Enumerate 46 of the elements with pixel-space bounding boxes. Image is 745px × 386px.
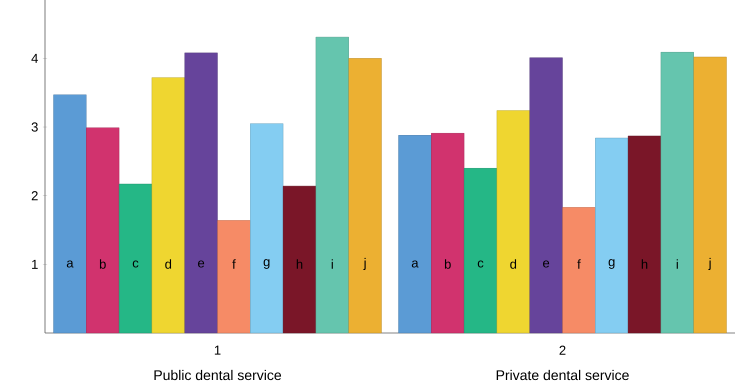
bar [118, 184, 152, 334]
bar [282, 186, 316, 334]
y-tick-label: 1 [32, 260, 38, 269]
text: g [608, 259, 614, 269]
bar [86, 128, 120, 334]
text: f [577, 259, 581, 269]
text: h [642, 259, 648, 269]
bar [431, 133, 464, 334]
series-label: i [332, 259, 333, 269]
bar [595, 138, 628, 334]
text: Public dental service [154, 370, 282, 380]
text: c [132, 260, 138, 268]
bar [217, 220, 250, 334]
series-label: g [264, 259, 270, 269]
series-label: b [100, 259, 106, 269]
bar [562, 207, 596, 334]
text: d [510, 259, 516, 269]
y-tick-label: 3 [32, 122, 38, 132]
bar [348, 58, 382, 334]
bar [496, 110, 530, 334]
series-label: f [232, 259, 236, 269]
series-label: a [412, 260, 419, 268]
bar [152, 77, 185, 334]
bar [398, 135, 432, 334]
bar [694, 56, 727, 334]
bar [628, 136, 662, 334]
bar [464, 168, 498, 334]
text: e [198, 260, 204, 268]
bar [660, 52, 694, 334]
y-tick-label: 4 [31, 54, 38, 63]
text: b [444, 259, 451, 269]
bar [250, 123, 284, 334]
series-label: e [543, 260, 550, 268]
series-label: c [478, 260, 484, 268]
text: j [363, 258, 366, 270]
text: i [676, 259, 678, 269]
series-label: d [165, 259, 172, 269]
bar [316, 36, 349, 334]
y-tick-label: 2 [32, 191, 38, 200]
bar [530, 57, 563, 334]
series-label: h [296, 259, 302, 269]
text: Private dental service [496, 370, 629, 380]
text: a [66, 260, 74, 268]
bar [53, 94, 86, 334]
series-label: j [708, 258, 711, 270]
bar [184, 52, 218, 334]
